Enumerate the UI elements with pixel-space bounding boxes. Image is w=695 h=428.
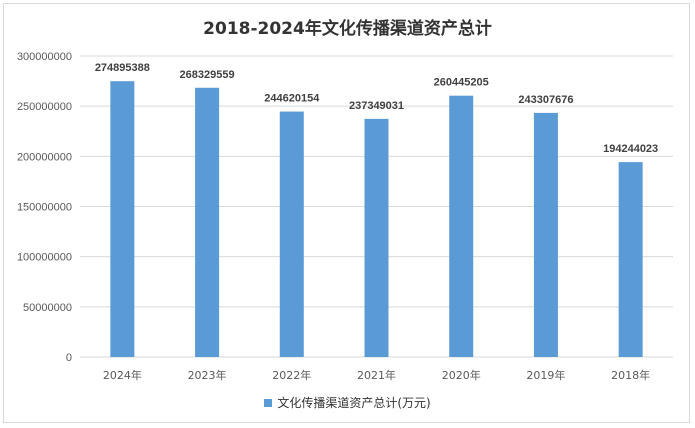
x-tick-label: 2020年 [442, 368, 481, 382]
y-tick-label: 150000000 [17, 202, 72, 214]
data-label: 243307676 [518, 94, 573, 106]
x-tick-label: 2018年 [611, 368, 650, 382]
data-label: 260445205 [434, 77, 489, 89]
y-tick-label: 50000000 [23, 302, 72, 314]
chart-title: 2018-2024年文化传播渠道资产总计 [203, 19, 492, 39]
bar [110, 81, 135, 357]
data-label: 194244023 [603, 143, 658, 155]
y-tick-label: 0 [66, 352, 72, 364]
x-tick-label: 2024年 [103, 368, 142, 382]
bar [195, 87, 220, 358]
legend-swatch [264, 399, 273, 407]
data-label: 244620154 [264, 93, 320, 105]
data-label: 268329559 [180, 69, 235, 81]
y-tick-label: 250000000 [17, 101, 72, 113]
bar [533, 112, 558, 357]
x-tick-label: 2021年 [357, 368, 396, 382]
data-label: 237349031 [349, 100, 404, 112]
y-tick-label: 200000000 [17, 151, 72, 163]
bar [279, 111, 304, 357]
x-tick-label: 2019年 [526, 368, 565, 382]
chart-frame [3, 3, 690, 423]
bar [618, 162, 643, 357]
bar [449, 95, 474, 357]
data-label: 274895388 [95, 62, 150, 74]
bar [364, 118, 389, 357]
legend: 文化传播渠道资产总计(万元) [0, 394, 695, 411]
x-tick-label: 2023年 [188, 368, 227, 382]
x-tick-label: 2022年 [272, 368, 311, 382]
y-tick-label: 100000000 [17, 252, 72, 264]
y-tick-label: 300000000 [17, 51, 72, 63]
legend-label: 文化传播渠道资产总计(万元) [277, 396, 431, 410]
